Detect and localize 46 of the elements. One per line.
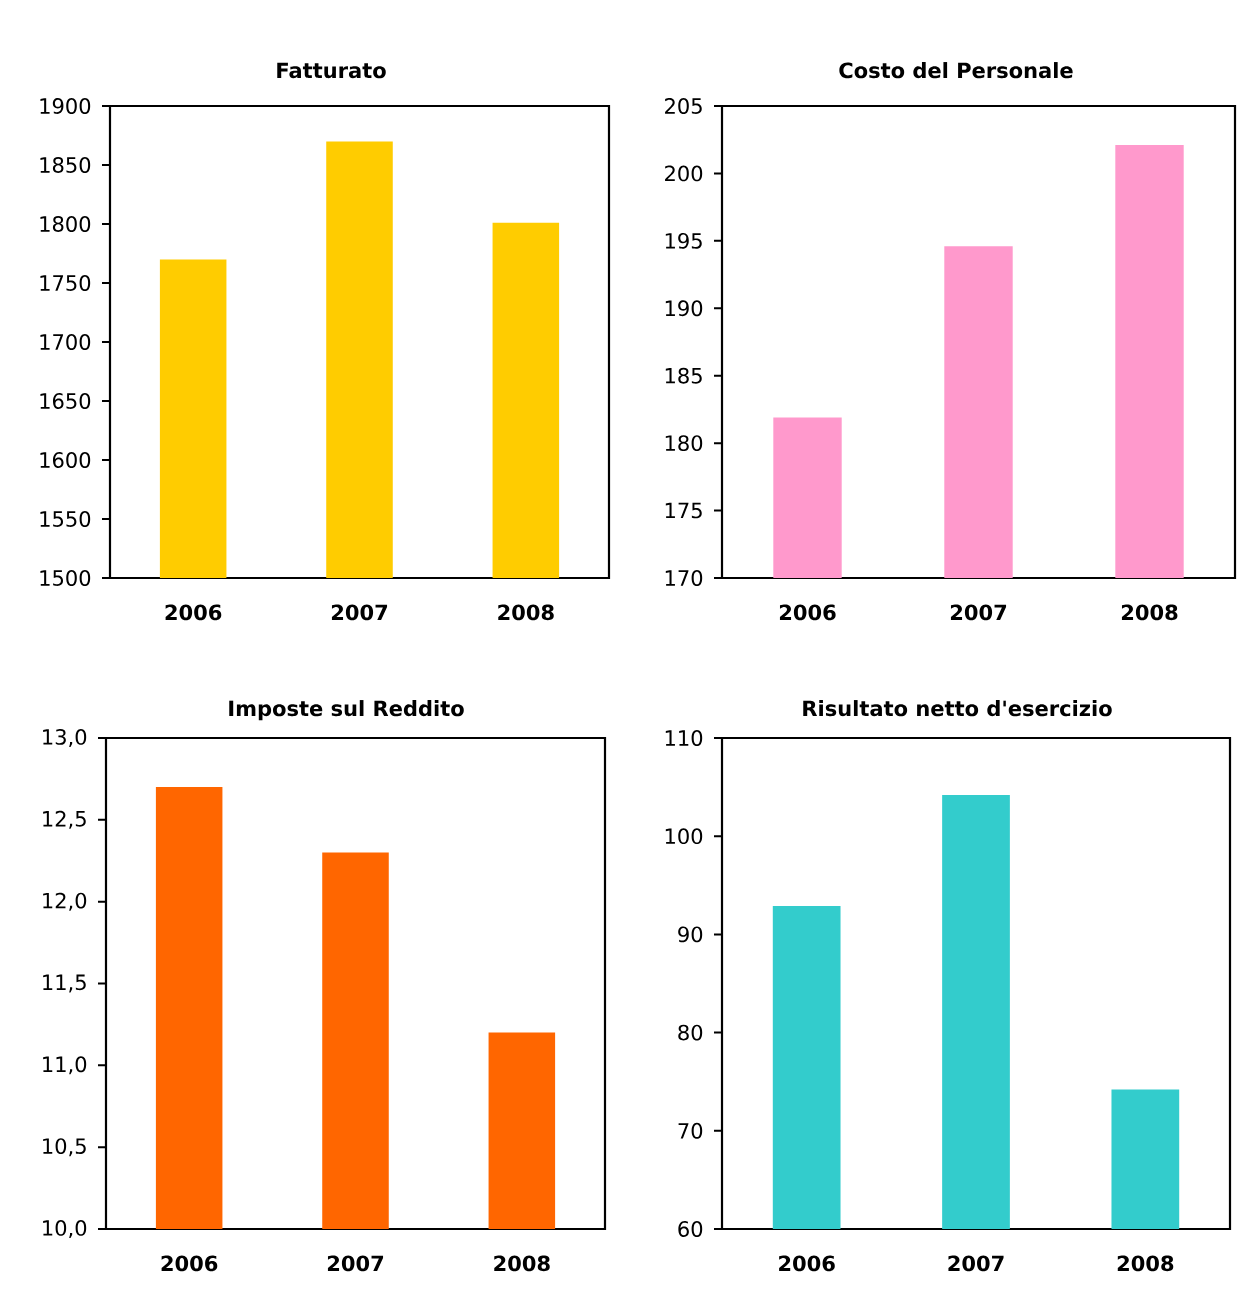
x-tick-label: 2008 [1121, 604, 1178, 621]
y-tick-label: 205 [665, 98, 702, 114]
y-tick-label: 12,5 [43, 810, 86, 829]
y-tick-label: 190 [665, 300, 703, 317]
y-tick-label: 11,5 [43, 974, 86, 993]
y-tick-label: 1600 [40, 452, 91, 468]
x-tick-label: 2007 [327, 1255, 384, 1272]
x-tick-label: 2006 [779, 1255, 835, 1272]
y-tick-label: 11,0 [43, 1056, 87, 1075]
y-tick-label: 175 [665, 502, 702, 519]
x-tick-label: 2008 [1117, 1255, 1174, 1272]
y-tick-label: 180 [665, 435, 703, 452]
y-tick-label: 12,0 [43, 892, 87, 911]
y-tick-label: 90 [678, 926, 703, 943]
x-tick-label: 2006 [779, 604, 836, 621]
chart-title: Imposte sul Reddito [229, 700, 464, 721]
chart-title: Fatturato [277, 62, 386, 79]
y-tick-label: 195 [665, 232, 702, 249]
x-tick-label: 2006 [165, 604, 222, 621]
y-tick-label: 10,0 [43, 1219, 87, 1239]
y-tick-label: 1700 [40, 334, 91, 350]
y-tick-label: 1900 [40, 98, 91, 114]
x-tick-label: 2007 [950, 604, 1007, 621]
y-tick-label: 10,5 [43, 1138, 86, 1157]
x-tick-label: 2007 [948, 1255, 1004, 1272]
y-tick-label: 60 [678, 1221, 703, 1237]
y-tick-label: 1850 [40, 157, 91, 173]
y-tick-label: 1750 [40, 275, 91, 291]
y-tick-label: 13,0 [43, 728, 87, 748]
chart-title: Costo del Personale [839, 62, 1073, 79]
y-tick-label: 200 [665, 165, 703, 182]
chart-title: Risultato netto d'esercizio [803, 700, 1112, 717]
y-tick-label: 110 [665, 730, 703, 746]
y-tick-label: 100 [665, 828, 703, 845]
x-tick-label: 2008 [494, 1255, 550, 1272]
x-tick-label: 2008 [498, 604, 554, 621]
y-tick-label: 185 [665, 367, 702, 384]
y-tick-label: 170 [665, 570, 703, 586]
y-tick-label: 1500 [40, 570, 91, 586]
y-tick-label: 70 [678, 1122, 703, 1139]
x-tick-label: 2006 [161, 1255, 218, 1272]
y-tick-label: 1650 [40, 393, 91, 409]
x-tick-label: 2007 [331, 604, 388, 621]
y-tick-label: 1800 [40, 216, 91, 232]
y-tick-label: 1550 [40, 511, 91, 527]
y-tick-label: 80 [678, 1024, 703, 1041]
